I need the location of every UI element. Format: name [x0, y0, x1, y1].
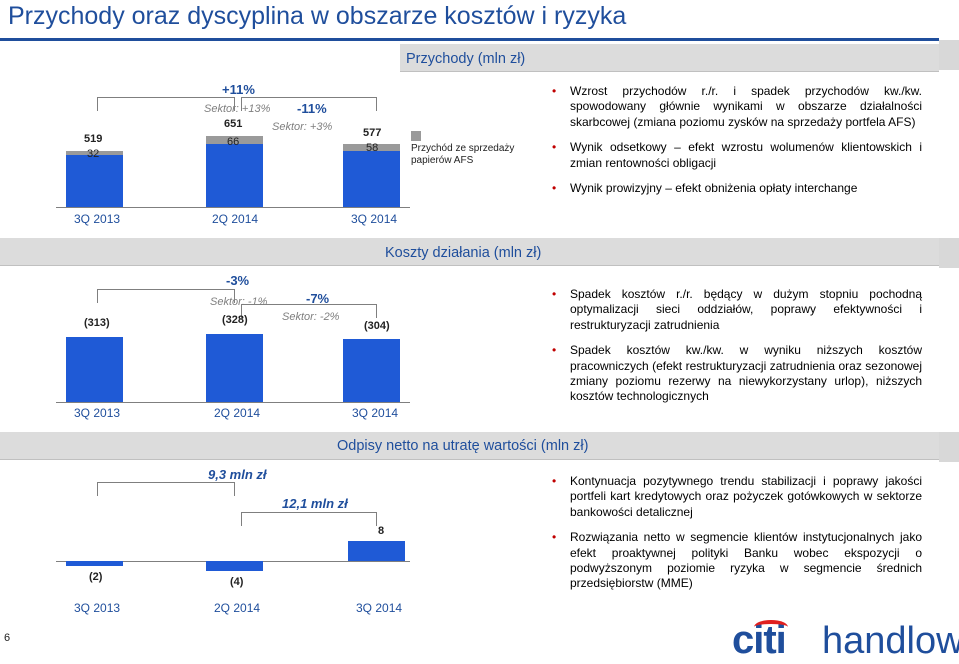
- costs-bullets: Spadek kosztów r./r. będący w dużym stop…: [552, 287, 922, 405]
- right-strip: [939, 0, 959, 664]
- revenue-bullet-1: Wzrost przychodów r./r. i spadek przycho…: [552, 84, 922, 130]
- costs-yoy-change: -3%: [226, 273, 250, 288]
- costs-value-3q2013: (313): [84, 317, 110, 329]
- revenue-xlabel-3q2014: 3Q 2014: [351, 212, 398, 226]
- revenue-afs-value-3q2013: 32: [87, 148, 100, 160]
- revenue-afs-2q2014: [206, 136, 263, 144]
- costs-xlabel-3q2013: 3Q 2013: [74, 406, 121, 420]
- revenue-xlabel-2q2014: 2Q 2014: [212, 212, 259, 226]
- revenue-yoy-bracket: [97, 97, 235, 111]
- afs-legend-swatch: [411, 131, 421, 141]
- costs-bullet-2: Spadek kosztów kw./kw. w wyniku niższych…: [552, 343, 922, 405]
- logo-arc-icon: [754, 620, 788, 634]
- page-title: Przychody oraz dyscyplina w obszarze kos…: [8, 2, 627, 30]
- impairment-bar-3q2013: [66, 561, 123, 566]
- revenue-afs-3q2013: [66, 151, 123, 155]
- revenue-bullets: Wzrost przychodów r./r. i spadek przycho…: [552, 84, 922, 197]
- afs-legend-label: Przychód ze sprzedaży papierów AFS: [411, 143, 515, 166]
- page-number: 6: [4, 632, 11, 644]
- costs-bar-3q2013: [66, 337, 123, 402]
- impairment-bar-3q2014: [348, 541, 405, 561]
- costs-value-2q2014: (328): [222, 314, 248, 326]
- revenue-bar-3q2014: [343, 144, 400, 207]
- impairment-xlabel-3q2013: 3Q 2013: [74, 601, 121, 615]
- impairment-qoq-bracket: [241, 512, 377, 526]
- impairment-bar-2q2014: [206, 561, 263, 571]
- revenue-total-2q2014: 651: [224, 118, 243, 130]
- impairment-bullet-1: Kontynuacja pozytywnego trendu stabiliza…: [552, 474, 922, 520]
- revenue-title: Przychody (mln zł): [406, 51, 526, 67]
- impairment-qoq-change: 12,1 mln zł: [282, 496, 348, 511]
- impairment-value-2q2014: (4): [230, 576, 244, 588]
- impairment-xlabel-2q2014: 2Q 2014: [214, 601, 261, 615]
- costs-xlabel-2q2014: 2Q 2014: [214, 406, 261, 420]
- revenue-yoy-change: +11%: [222, 82, 255, 97]
- revenue-bar-2q2014: [206, 136, 263, 207]
- costs-qoq-change: -7%: [306, 291, 330, 306]
- revenue-bar-3q2013: [66, 151, 123, 207]
- costs-xlabel-3q2014: 3Q 2014: [352, 406, 399, 420]
- logo-handlowy-text: handlowy: [822, 620, 959, 662]
- costs-yoy-sector: Sektor: -1%: [210, 296, 268, 308]
- impairment-bullet-2: Rozwiązania netto w segmencie klientów i…: [552, 530, 922, 592]
- costs-title: Koszty działania (mln zł): [385, 245, 542, 261]
- costs-qoq-bracket: [241, 304, 377, 318]
- costs-axis: [56, 402, 410, 403]
- revenue-bullet-2: Wynik odsetkowy – efekt wzrostu wolumenó…: [552, 140, 922, 171]
- revenue-header-bar: [400, 44, 939, 72]
- revenue-afs-3q2014: [343, 144, 400, 151]
- impairment-header-bar: [0, 432, 939, 460]
- impairment-xlabel-3q2014: 3Q 2014: [356, 601, 403, 615]
- title-rule: [0, 38, 939, 41]
- impairment-yoy-bracket: [97, 482, 235, 496]
- revenue-total-3q2014: 577: [363, 127, 382, 139]
- costs-value-3q2014: (304): [364, 320, 390, 332]
- costs-yoy-bracket: [97, 289, 235, 303]
- impairment-value-3q2014: 8: [378, 525, 385, 537]
- revenue-xlabel-3q2013: 3Q 2013: [74, 212, 121, 226]
- revenue-afs-value-2q2014: 66: [227, 136, 240, 148]
- impairment-title: Odpisy netto na utratę wartości (mln zł): [337, 438, 589, 454]
- impairment-yoy-change: 9,3 mln zł: [208, 467, 267, 482]
- revenue-afs-value-3q2014: 58: [366, 142, 379, 154]
- revenue-qoq-sector: Sektor: +3%: [272, 121, 333, 133]
- impairment-value-3q2013: (2): [89, 571, 103, 583]
- costs-header-bar: [0, 238, 939, 266]
- impairment-bullets: Kontynuacja pozytywnego trendu stabiliza…: [552, 474, 922, 592]
- revenue-total-3q2013: 519: [84, 133, 103, 145]
- costs-qoq-sector: Sektor: -2%: [282, 311, 340, 323]
- revenue-qoq-bracket: [241, 97, 377, 111]
- revenue-axis: [56, 207, 410, 208]
- revenue-bullet-3: Wynik prowizyjny – efekt obniżenia opłat…: [552, 181, 922, 197]
- revenue-qoq-change: -11%: [297, 101, 327, 116]
- costs-bullet-1: Spadek kosztów r./r. będący w dużym stop…: [552, 287, 922, 333]
- revenue-yoy-sector: Sektor: +13%: [204, 103, 271, 115]
- costs-bar-3q2014: [343, 339, 400, 402]
- costs-bar-2q2014: [206, 334, 263, 402]
